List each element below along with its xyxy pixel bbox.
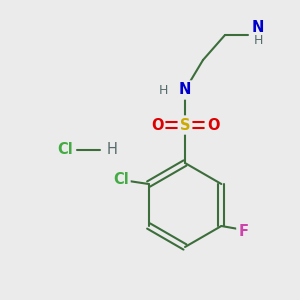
Text: N: N <box>252 20 264 34</box>
Text: H: H <box>253 34 263 47</box>
Text: O: O <box>207 118 219 133</box>
Text: Cl: Cl <box>57 142 73 158</box>
Text: O: O <box>151 118 163 133</box>
Text: H: H <box>106 142 117 158</box>
Text: N: N <box>179 82 191 98</box>
Text: Cl: Cl <box>113 172 128 187</box>
Text: S: S <box>180 118 190 133</box>
Text: F: F <box>238 224 248 238</box>
Text: H: H <box>158 83 168 97</box>
